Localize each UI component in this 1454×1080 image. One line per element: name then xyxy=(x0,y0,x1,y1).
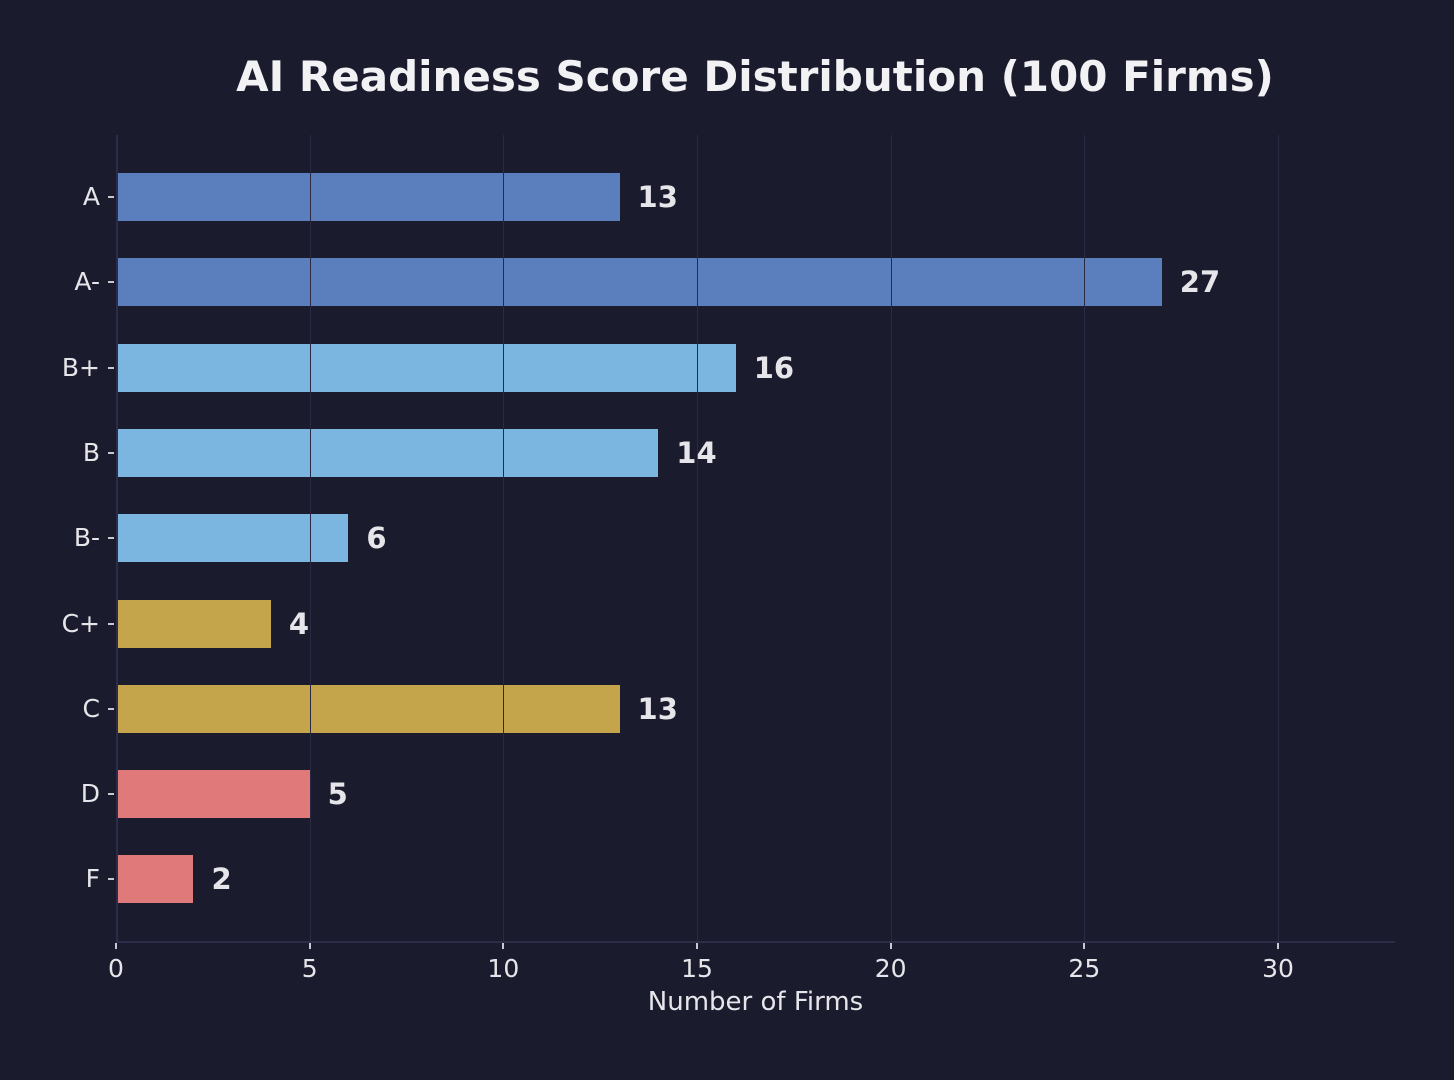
plot-area: 13 27 16 14 6 4 13 5 2 xyxy=(116,135,1395,943)
x-tick-label: 5 xyxy=(301,954,318,983)
y-tick-label: A xyxy=(82,182,100,211)
bar-value-label: 16 xyxy=(753,350,795,385)
chart-title: AI Readiness Score Distribution (100 Fir… xyxy=(236,52,1274,101)
x-tick-label: 30 xyxy=(1262,954,1294,983)
x-tick-label: 20 xyxy=(874,954,907,983)
y-tick-mark xyxy=(108,707,114,710)
y-tick-label: C+ xyxy=(61,608,100,638)
x-axis-line xyxy=(116,941,1395,943)
gridline-x-5 xyxy=(309,135,311,943)
y-tick-label: D xyxy=(80,779,100,809)
y-tick-label: B xyxy=(82,437,100,467)
gridline-x-25 xyxy=(1084,135,1086,943)
y-tick-label: F xyxy=(85,864,100,894)
x-tick-mark xyxy=(1083,943,1086,949)
bar-value-label: 27 xyxy=(1179,265,1221,300)
x-tick-mark xyxy=(308,943,311,949)
bar-B xyxy=(118,428,659,477)
y-tick-label: A- xyxy=(74,267,100,297)
bar-value-label: 4 xyxy=(288,606,310,641)
gridline-x-15 xyxy=(697,135,698,943)
y-tick-mark xyxy=(108,537,114,540)
y-tick-mark xyxy=(108,196,114,198)
y-tick-label: B- xyxy=(73,523,100,553)
x-tick-label: 25 xyxy=(1068,954,1101,983)
x-tick-mark xyxy=(115,943,117,949)
x-tick-mark xyxy=(502,943,505,949)
bar-C xyxy=(118,684,620,733)
bar-value-label: 13 xyxy=(637,691,678,726)
bar-C-plus xyxy=(118,599,271,648)
bar-B-plus xyxy=(118,343,736,392)
bar-A xyxy=(118,173,620,221)
bar-A-minus xyxy=(118,258,1162,307)
y-tick-mark xyxy=(108,622,114,625)
y-tick-mark xyxy=(108,366,114,369)
y-tick-label: B+ xyxy=(61,352,100,382)
bar-value-label: 2 xyxy=(211,862,232,897)
bar-value-label: 5 xyxy=(327,777,348,812)
bar-F xyxy=(118,855,194,904)
y-tick-mark xyxy=(108,793,114,796)
bar-value-label: 6 xyxy=(366,521,387,556)
x-tick-label: 15 xyxy=(681,954,713,983)
x-tick-label: 0 xyxy=(108,954,124,983)
bar-value-label: 14 xyxy=(676,435,717,470)
gridline-x-30 xyxy=(1278,135,1279,943)
y-axis-line xyxy=(116,135,118,943)
x-tick-mark xyxy=(889,943,892,949)
y-tick-mark xyxy=(108,878,114,881)
y-tick-mark xyxy=(108,451,114,454)
x-axis-title: Number of Firms xyxy=(647,987,864,1017)
bar-D xyxy=(118,770,310,819)
gridline-x-10 xyxy=(503,135,505,943)
bar-B-minus xyxy=(118,514,349,563)
y-tick-mark xyxy=(108,281,114,284)
y-tick-label: C xyxy=(82,693,100,723)
x-tick-mark xyxy=(696,943,698,949)
x-tick-label: 10 xyxy=(487,954,520,983)
gridline-x-20 xyxy=(890,135,892,943)
bar-value-label: 13 xyxy=(637,180,678,214)
x-tick-mark xyxy=(1277,943,1279,949)
